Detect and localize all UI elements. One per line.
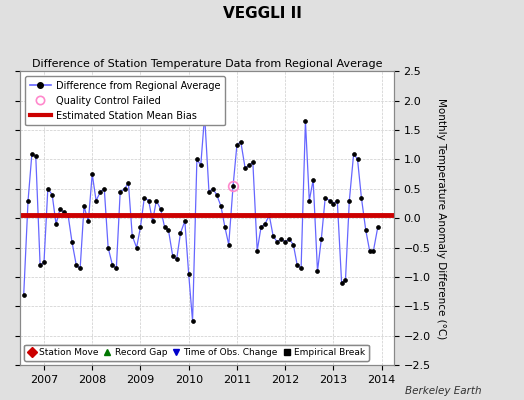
Legend: Station Move, Record Gap, Time of Obs. Change, Empirical Break: Station Move, Record Gap, Time of Obs. C…	[25, 344, 369, 361]
Y-axis label: Monthly Temperature Anomaly Difference (°C): Monthly Temperature Anomaly Difference (…	[436, 98, 446, 339]
Text: Berkeley Earth: Berkeley Earth	[406, 386, 482, 396]
Text: VEGGLI II: VEGGLI II	[223, 6, 301, 21]
Title: Difference of Station Temperature Data from Regional Average: Difference of Station Temperature Data f…	[31, 59, 382, 69]
